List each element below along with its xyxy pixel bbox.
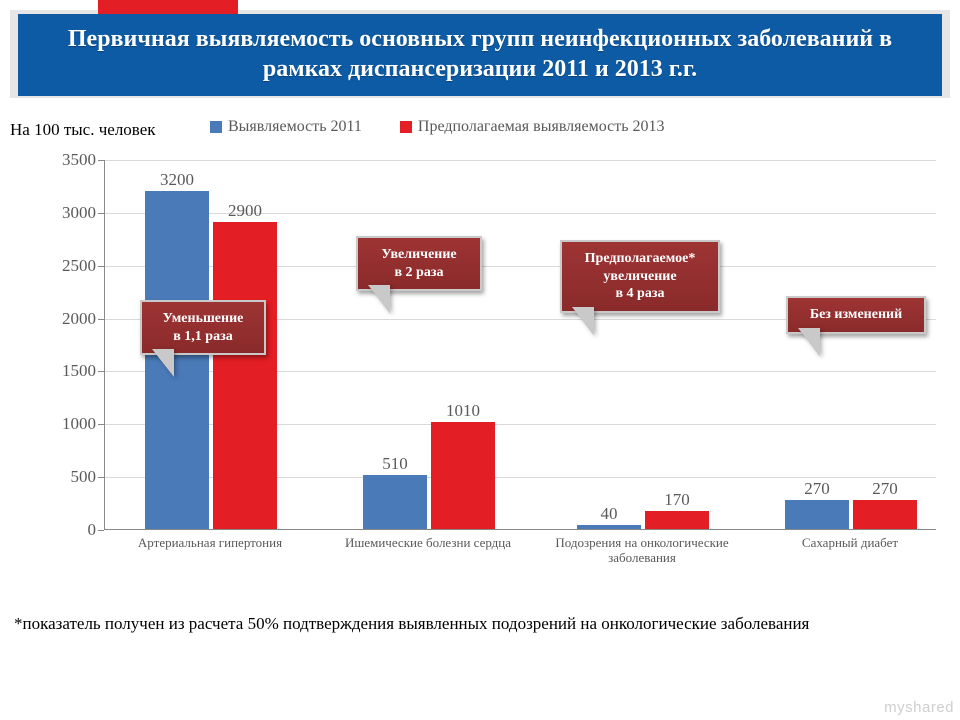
ytick-mark (98, 424, 104, 425)
legend-label-2011: Выявляемость 2011 (228, 118, 362, 136)
page-title: Первичная выявляемость основных групп не… (18, 14, 942, 96)
bar (853, 500, 917, 529)
category-label: Ишемические болезни сердца (328, 536, 528, 551)
legend-item-2013: Предполагаемая выявляемость 2013 (400, 118, 665, 136)
grid-line (105, 160, 936, 161)
bar (363, 475, 427, 529)
bar (431, 422, 495, 529)
watermark: myshared (884, 699, 954, 716)
category-label: Сахарный диабет (750, 536, 950, 551)
callout-tail-icon (154, 351, 174, 377)
ytick-label: 1500 (36, 361, 96, 381)
ytick-mark (98, 371, 104, 372)
legend-label-2013: Предполагаемая выявляемость 2013 (418, 118, 665, 136)
category-label: Подозрения на онкологические заболевания (542, 536, 742, 566)
bar-value-label: 270 (804, 479, 830, 499)
bar-value-label: 170 (664, 490, 690, 510)
callout: Увеличениев 2 раза (356, 236, 482, 291)
ytick-mark (98, 530, 104, 531)
bar-value-label: 40 (601, 504, 618, 524)
ytick-mark (98, 319, 104, 320)
callout: Без изменений (786, 296, 926, 334)
bar-value-label: 510 (382, 454, 408, 474)
bar (577, 525, 641, 529)
legend-swatch-2013 (400, 121, 412, 133)
bar-value-label: 1010 (446, 401, 480, 421)
callout: Уменьшениев 1,1 раза (140, 300, 266, 355)
callout-tail-icon (800, 330, 820, 356)
ytick-mark (98, 213, 104, 214)
footnote: *показатель получен из расчета 50% подтв… (14, 614, 946, 634)
ytick-label: 500 (36, 467, 96, 487)
revenue-chart: 3200 2900 510 1010 40 170 270 270 0 500 1000 1500 2… (36, 150, 956, 580)
ytick-label: 3000 (36, 203, 96, 223)
ytick-mark (98, 266, 104, 267)
ytick-mark (98, 477, 104, 478)
y-unit-label: На 100 тыс. человек (10, 120, 156, 140)
legend-swatch-2011 (210, 121, 222, 133)
bar-value-label: 2900 (228, 201, 262, 221)
bar (785, 500, 849, 529)
bar-value-label: 270 (872, 479, 898, 499)
ytick-mark (98, 160, 104, 161)
ytick-label: 3500 (36, 150, 96, 170)
ytick-label: 1000 (36, 414, 96, 434)
callout: Предполагаемое*увеличениев 4 раза (560, 240, 720, 313)
legend: Выявляемость 2011 Предполагаемая выявляе… (210, 118, 665, 136)
ytick-label: 0 (36, 520, 96, 540)
bar (645, 511, 709, 529)
ytick-label: 2500 (36, 256, 96, 276)
category-label: Артериальная гипертония (110, 536, 310, 551)
ytick-label: 2000 (36, 309, 96, 329)
bar-value-label: 3200 (160, 170, 194, 190)
bar (213, 222, 277, 529)
legend-item-2011: Выявляемость 2011 (210, 118, 362, 136)
callout-tail-icon (574, 309, 594, 335)
callout-tail-icon (370, 287, 390, 313)
